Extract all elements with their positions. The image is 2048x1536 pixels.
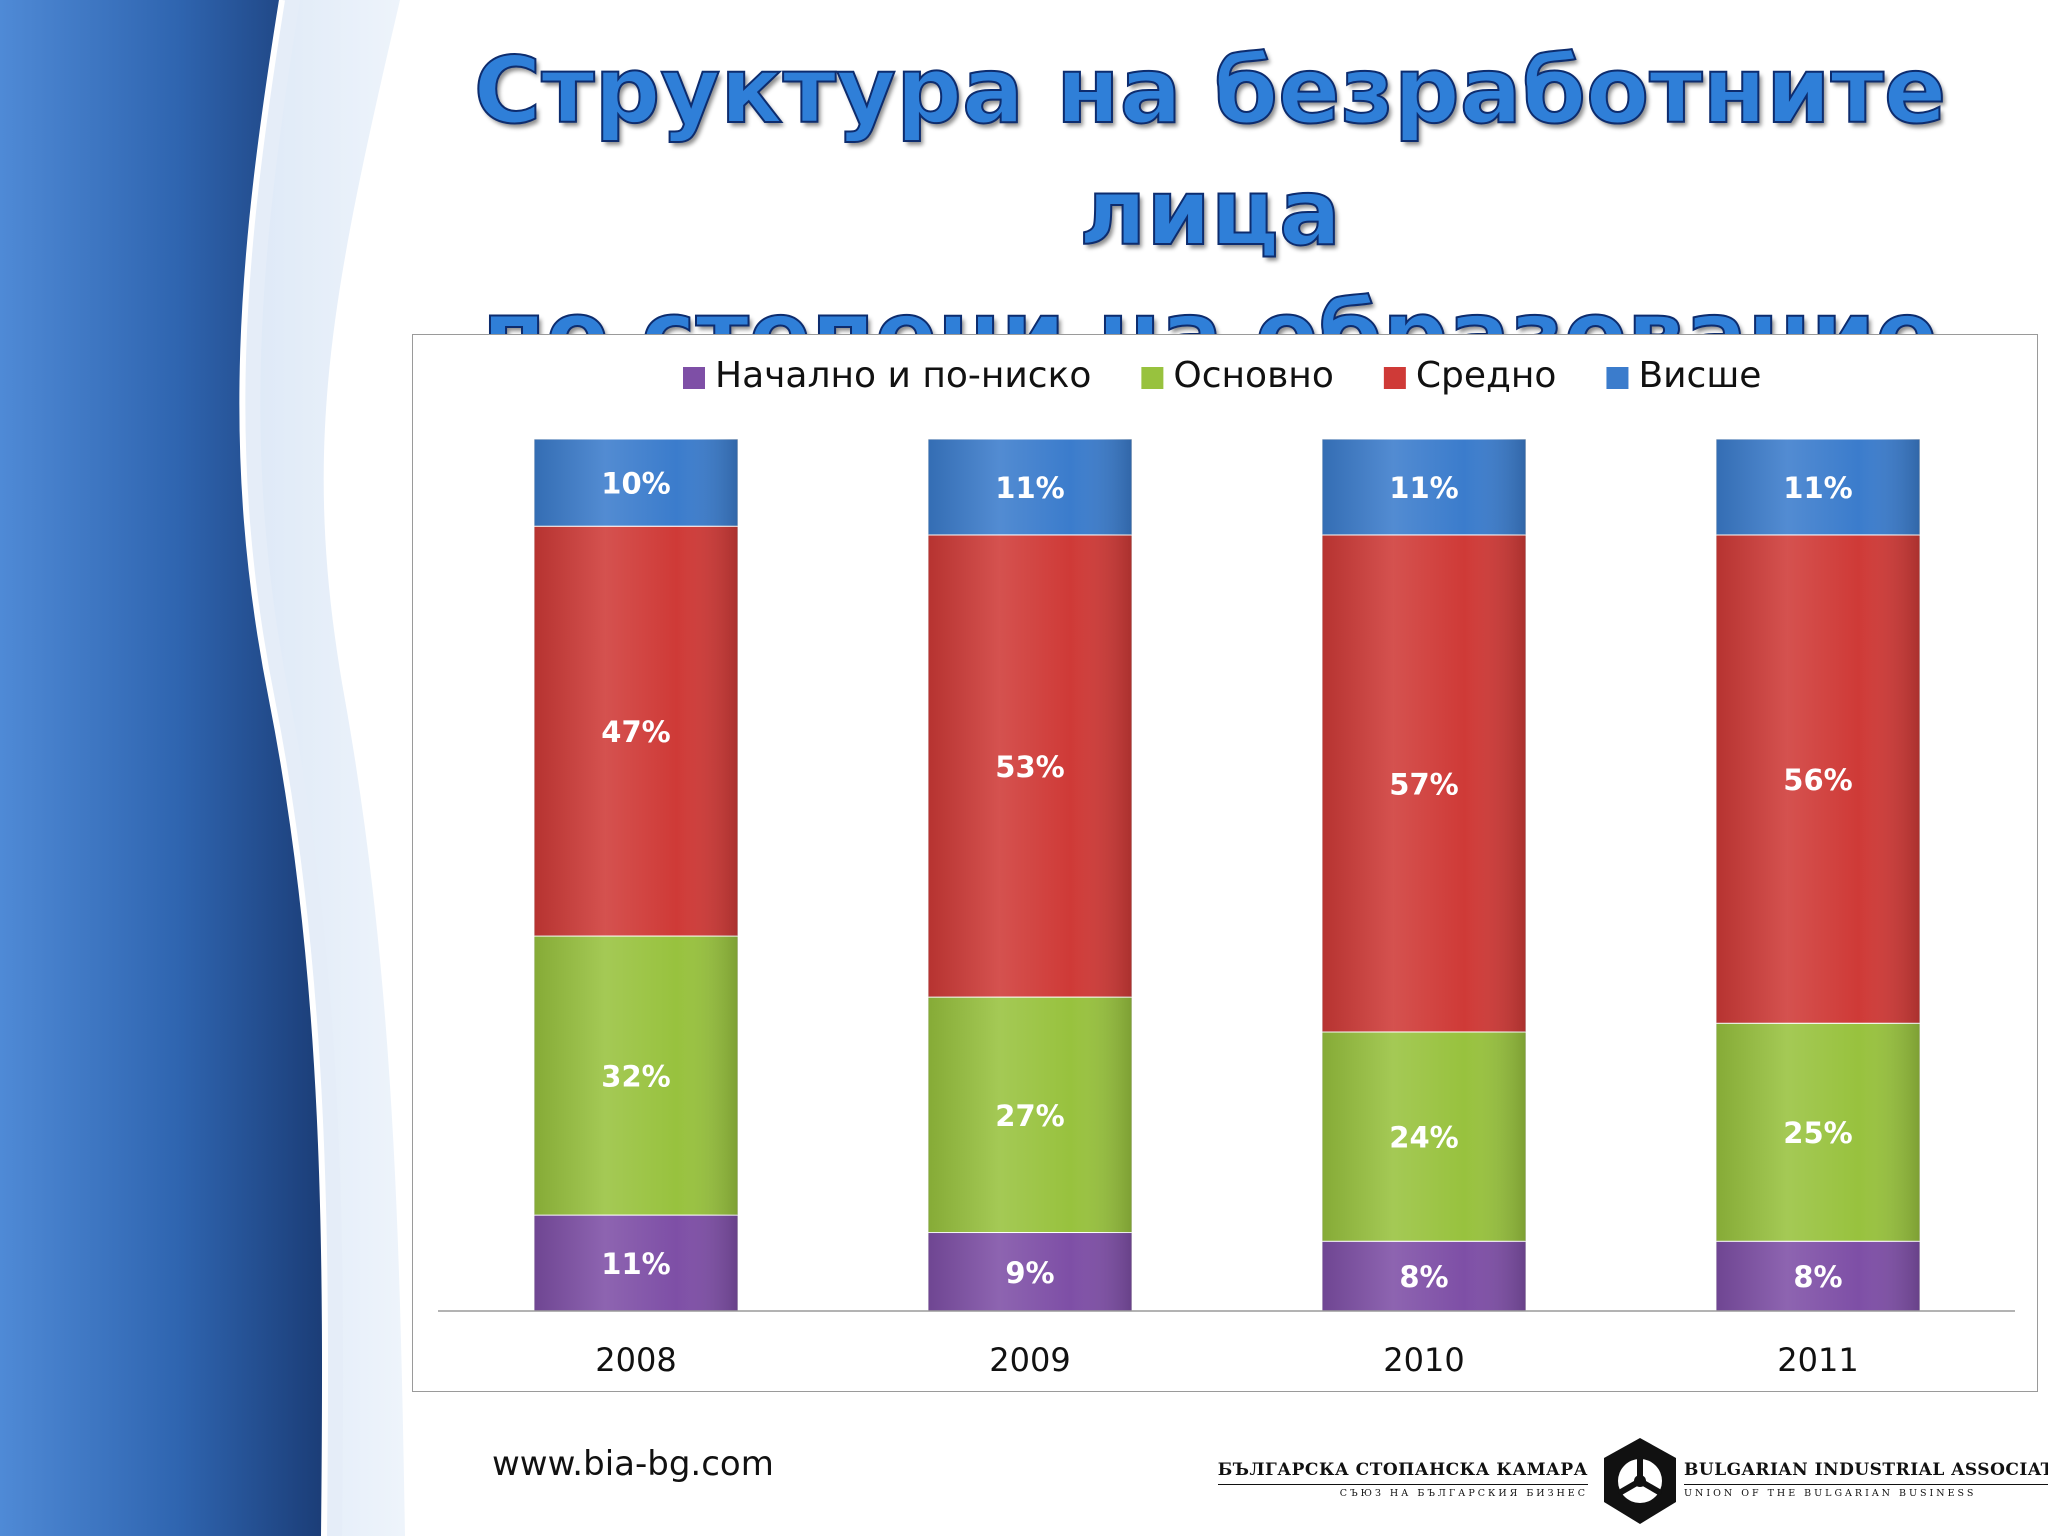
data-label: 24% xyxy=(1389,1121,1458,1155)
x-tick-label: 2008 xyxy=(595,1341,676,1379)
x-tick-label: 2010 xyxy=(1383,1341,1464,1379)
bar-segment-shade xyxy=(534,439,738,527)
data-label: 11% xyxy=(995,471,1064,505)
logo-bg-main: БЪЛГАРСКА СТОПАНСКА КАМАРА xyxy=(1217,1460,1588,1480)
legend-swatch xyxy=(1141,367,1164,389)
data-label: 56% xyxy=(1783,763,1852,797)
chart-bars: 11% 32% 47% 10% 9% 27% 53% 11% 8% 24% 57% 11% 8% 25% 5… xyxy=(533,438,1921,1312)
data-label: 8% xyxy=(1399,1260,1448,1294)
bar-segment-shade xyxy=(1322,1241,1526,1311)
bar-segment-shade xyxy=(1322,439,1526,535)
data-label: 57% xyxy=(1389,767,1458,801)
data-label: 32% xyxy=(601,1060,670,1094)
bar-segment-shade xyxy=(1322,1031,1526,1242)
data-label: 47% xyxy=(601,715,670,749)
data-label: 27% xyxy=(995,1099,1064,1133)
data-label: 10% xyxy=(601,467,670,501)
bia-logo-icon xyxy=(1604,1438,1676,1524)
logo-en-sub: UNION OF THE BULGARIAN BUSINESS xyxy=(1684,1484,2048,1499)
legend-swatch xyxy=(1383,367,1406,389)
logo-en-main: BULGARIAN INDUSTRIAL ASSOCIATION xyxy=(1684,1460,2048,1480)
x-tick-label: 2009 xyxy=(989,1341,1070,1379)
legend-swatch xyxy=(1606,367,1629,389)
bar-stack-2011: 8% 25% 56% 11% xyxy=(1715,438,1921,1312)
data-label: 11% xyxy=(1783,471,1852,505)
data-label: 25% xyxy=(1783,1116,1852,1150)
legend-label: Средно xyxy=(1416,355,1557,396)
legend-swatch xyxy=(683,367,705,389)
legend-label: Основно xyxy=(1173,355,1333,396)
data-label: 53% xyxy=(995,750,1064,784)
data-label: 11% xyxy=(601,1247,670,1281)
chart-legend: Начално и по-ниско Основно Средно Висше xyxy=(683,355,1761,396)
bar-segment-shade xyxy=(928,997,1132,1233)
bar-stack-2010: 8% 24% 57% 11% xyxy=(1321,438,1527,1312)
bar-segment-shade xyxy=(1322,534,1526,1032)
bar-segment-shade xyxy=(1716,1023,1920,1242)
bar-segment-shade xyxy=(534,526,738,937)
bar-segment-shade xyxy=(928,534,1132,998)
bar-segment-shade xyxy=(534,936,738,1216)
slide-decoration xyxy=(0,0,405,1536)
logo-en-text: BULGARIAN INDUSTRIAL ASSOCIATION UNION O… xyxy=(1684,1460,2048,1499)
bia-logo: БЪЛГАРСКА СТОПАНСКА КАМАРА СЪЮЗ НА БЪЛГА… xyxy=(1217,1436,2048,1526)
legend-item-0: Начално и по-ниско xyxy=(683,355,1091,396)
legend-label: Висше xyxy=(1638,355,1761,396)
bar-segment-shade xyxy=(1716,534,1920,1024)
legend-item-1: Основно xyxy=(1141,355,1334,396)
x-axis-tick-labels: 2008 2009 2010 2011 xyxy=(595,1341,1858,1379)
bar-segment-shade xyxy=(1716,439,1920,535)
bar-segment-shade xyxy=(1716,1241,1920,1311)
stacked-bar-chart: Начално и по-ниско Основно Средно Висше 11%… xyxy=(438,355,2015,1379)
bar-stack-2009: 9% 27% 53% 11% xyxy=(927,438,1133,1312)
bar-segment-shade xyxy=(928,439,1132,535)
legend-label: Начално и по-ниско xyxy=(715,355,1091,396)
bar-stack-2008: 11% 32% 47% 10% xyxy=(533,438,739,1312)
data-label: 9% xyxy=(1005,1256,1054,1290)
logo-bg-text: БЪЛГАРСКА СТОПАНСКА КАМАРА СЪЮЗ НА БЪЛГА… xyxy=(1217,1460,1588,1499)
footer-url: www.bia-bg.com xyxy=(492,1444,774,1484)
bar-segment-shade xyxy=(928,1232,1132,1311)
chart-frame: Начално и по-ниско Основно Средно Висше 11%… xyxy=(412,334,2038,1392)
legend-item-3: Висше xyxy=(1606,355,1761,396)
legend-item-2: Средно xyxy=(1383,355,1557,396)
bar-segment-shade xyxy=(534,1215,738,1311)
data-label: 11% xyxy=(1389,471,1458,505)
title-line-1: Структура на безработните лица xyxy=(473,36,1948,267)
x-tick-label: 2011 xyxy=(1777,1341,1858,1379)
logo-bg-sub: СЪЮЗ НА БЪЛГАРСКИЯ БИЗНЕС xyxy=(1217,1484,1588,1499)
data-label: 8% xyxy=(1793,1260,1842,1294)
